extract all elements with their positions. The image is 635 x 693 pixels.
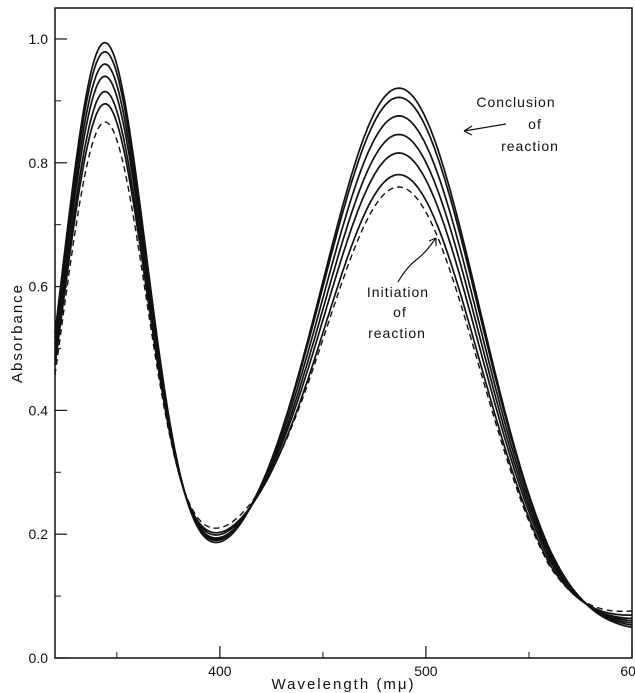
annotation-initiation-arrow — [397, 237, 437, 283]
y-tick-label: 0.2 — [29, 526, 49, 542]
x-axis-label: Wavelength (mμ) — [272, 676, 416, 693]
annotation-conclusion-line-1: Conclusion — [476, 94, 555, 110]
annotation-initiation-line-1: Initiation — [367, 284, 429, 300]
y-axis-label: Absorbance — [9, 283, 26, 383]
annotation-initiation-line-2: of — [393, 304, 407, 320]
annotation-initiation-line-3: reaction — [368, 325, 426, 341]
series-line — [54, 90, 633, 620]
annotation-conclusion-line-2: of — [528, 116, 542, 132]
annotation-conclusion-arrow — [463, 123, 507, 136]
annotation-conclusion-line-3: reaction — [501, 138, 559, 154]
series-line-dashed — [54, 121, 633, 612]
x-tick-label: 600 — [620, 663, 635, 679]
annotation-conclusion: Conclusion of reaction — [463, 94, 559, 154]
y-tick-label: 1.0 — [29, 31, 49, 47]
y-tick-label: 0.4 — [29, 402, 49, 418]
tick-labels: 0.0 0.2 0.4 0.6 0.8 1.0 400 500 600 — [29, 31, 635, 679]
x-tick-label: 400 — [208, 663, 232, 679]
tick-marks — [55, 38, 633, 659]
series-line — [54, 41, 633, 629]
y-tick-label: 0.8 — [29, 155, 49, 171]
series-curves — [54, 41, 633, 629]
annotation-initiation: Initiation of reaction — [367, 237, 437, 341]
y-tick-label: 0.0 — [29, 650, 49, 666]
x-tick-label: 500 — [414, 663, 438, 679]
y-tick-label: 0.6 — [29, 279, 49, 295]
